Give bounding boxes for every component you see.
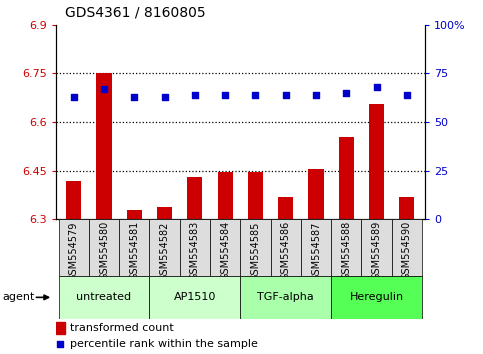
Bar [301, 219, 331, 276]
Bar [331, 276, 422, 319]
Point [282, 92, 290, 98]
Bar [217, 172, 233, 219]
Point [252, 92, 259, 98]
Bar [331, 219, 361, 276]
Bar [66, 181, 81, 219]
Point [373, 84, 381, 90]
Point [221, 92, 229, 98]
Text: GSM554590: GSM554590 [402, 221, 412, 280]
Point [130, 94, 138, 99]
Bar [127, 210, 142, 219]
Text: Heregulin: Heregulin [350, 292, 404, 302]
Bar [339, 137, 354, 219]
Text: GSM554580: GSM554580 [99, 221, 109, 280]
Text: untreated: untreated [76, 292, 131, 302]
Bar [248, 172, 263, 219]
Text: AP1510: AP1510 [174, 292, 216, 302]
Text: GSM554585: GSM554585 [251, 221, 260, 281]
Bar [241, 276, 331, 319]
Bar [149, 219, 180, 276]
Point [403, 92, 411, 98]
Text: GSM554582: GSM554582 [159, 221, 170, 281]
Bar [180, 219, 210, 276]
Bar [97, 74, 112, 219]
Bar [270, 219, 301, 276]
Point [312, 92, 320, 98]
Bar [241, 219, 270, 276]
Bar [56, 322, 65, 334]
Text: TGF-alpha: TGF-alpha [257, 292, 314, 302]
Text: GSM554586: GSM554586 [281, 221, 291, 280]
Bar [187, 177, 202, 219]
Text: GDS4361 / 8160805: GDS4361 / 8160805 [65, 5, 206, 19]
Text: GSM554579: GSM554579 [69, 221, 79, 281]
Text: GSM554588: GSM554588 [341, 221, 351, 280]
Text: agent: agent [2, 292, 35, 302]
Bar [210, 219, 241, 276]
Point [56, 341, 64, 347]
Text: transformed count: transformed count [71, 323, 174, 333]
Bar [119, 219, 149, 276]
Text: GSM554589: GSM554589 [371, 221, 382, 280]
Bar [149, 276, 241, 319]
Point [342, 90, 350, 96]
Text: GSM554583: GSM554583 [190, 221, 200, 280]
Text: GSM554587: GSM554587 [311, 221, 321, 281]
Point [100, 86, 108, 92]
Bar [399, 197, 414, 219]
Text: GSM554584: GSM554584 [220, 221, 230, 280]
Text: GSM554581: GSM554581 [129, 221, 139, 280]
Point [70, 94, 78, 99]
Text: percentile rank within the sample: percentile rank within the sample [71, 339, 258, 349]
Bar [278, 197, 293, 219]
Point [161, 94, 169, 99]
Bar [392, 219, 422, 276]
Bar [58, 219, 89, 276]
Point [191, 92, 199, 98]
Bar [369, 104, 384, 219]
Bar [157, 206, 172, 219]
Bar [89, 219, 119, 276]
Bar [361, 219, 392, 276]
Bar [309, 169, 324, 219]
Bar [58, 276, 149, 319]
